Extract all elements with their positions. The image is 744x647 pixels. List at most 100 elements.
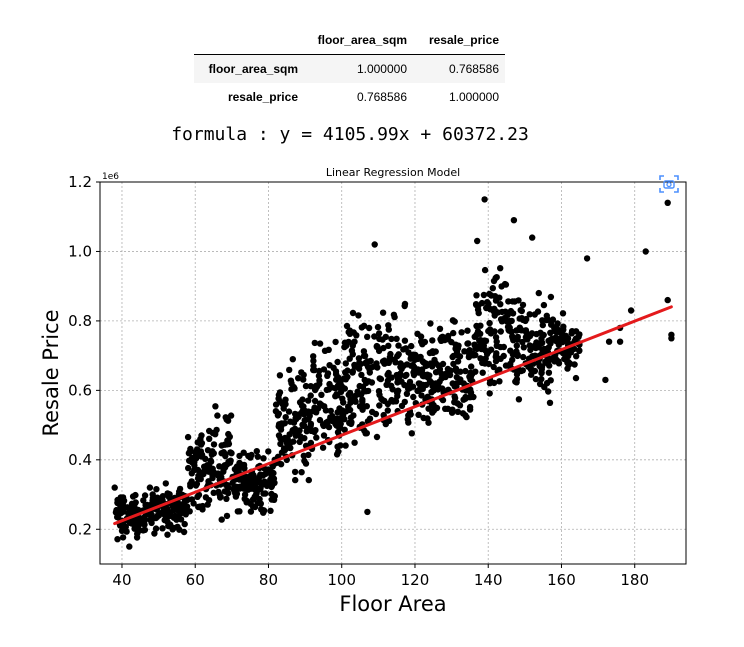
scatter-point — [435, 384, 443, 391]
scatter-point — [559, 334, 567, 341]
scatter-point — [223, 441, 231, 448]
scatter-point — [485, 360, 492, 368]
scatter-point — [466, 406, 474, 413]
scatter-point — [187, 445, 194, 453]
scatter-point — [368, 379, 376, 386]
scatter-point — [464, 327, 471, 334]
scatter-point — [442, 405, 449, 412]
scatter-point — [539, 339, 546, 347]
scatter-point — [159, 497, 166, 504]
camera-icon[interactable] — [659, 175, 679, 193]
scatter-point — [268, 496, 275, 503]
scatter-point — [605, 338, 613, 345]
scatter-point — [375, 388, 383, 395]
scatter-point — [341, 416, 348, 423]
scatter-point — [642, 248, 649, 255]
scatter-point — [349, 368, 356, 375]
scatter-point — [214, 412, 221, 419]
scatter-point — [358, 371, 365, 379]
scatter-point — [471, 341, 478, 348]
x-tick-label: 180 — [620, 571, 649, 589]
scatter-point — [218, 516, 225, 523]
scatter-point — [520, 353, 527, 361]
scatter-point — [362, 378, 370, 385]
scatter-point — [543, 316, 550, 324]
scatter-point — [251, 494, 258, 501]
scatter-point — [484, 299, 491, 306]
scatter-point — [428, 388, 435, 396]
scatter-point — [393, 371, 400, 379]
scatter-point — [387, 350, 394, 358]
scatter-point — [227, 412, 235, 419]
scatter-point — [301, 457, 308, 465]
x-tick-label: 160 — [547, 571, 576, 589]
scatter-point — [355, 355, 363, 362]
scatter-point — [559, 310, 567, 317]
scatter-point — [526, 342, 533, 349]
scatter-point — [307, 422, 314, 429]
axis-ticks: 40 60 80 100 120 140 160 180 0.2 0.4 0.6 0.8 1.0 1.2 — [68, 173, 649, 589]
scatter-point — [267, 507, 274, 514]
scatter-point — [310, 357, 317, 365]
scatter-point — [429, 337, 436, 344]
scatter-point — [397, 363, 405, 370]
scatter-point — [259, 481, 266, 488]
scatter-point — [454, 408, 462, 415]
scatter-point — [365, 387, 372, 395]
scatter-point — [161, 516, 168, 524]
row-label-resale-price: resale_price — [227, 89, 298, 104]
scatter-point — [497, 265, 504, 272]
scatter-point — [394, 392, 401, 400]
scatter-point — [385, 326, 392, 333]
scatter-point — [181, 520, 188, 528]
scatter-point — [415, 354, 422, 361]
scatter-point — [545, 369, 553, 376]
scatter-point — [283, 439, 291, 447]
scatter-point — [188, 478, 195, 485]
scatter-point — [364, 363, 372, 370]
scatter-point — [540, 301, 548, 309]
scatter-point — [292, 432, 299, 439]
scatter-point — [450, 329, 457, 337]
scatter-point — [513, 342, 520, 349]
scatter-point — [194, 439, 201, 446]
scatter-point — [305, 476, 312, 484]
scatter-point — [362, 430, 369, 437]
table-cell: 0.768586 — [448, 61, 499, 76]
scatter-point — [374, 323, 382, 331]
scatter-point — [418, 392, 425, 399]
scatter-point — [496, 378, 503, 385]
scatter-point — [190, 500, 197, 507]
scatter-point — [253, 476, 261, 483]
scatter-point — [463, 413, 470, 421]
scatter-point — [555, 341, 562, 348]
scatter-point — [627, 307, 635, 314]
scatter-point — [342, 442, 349, 449]
scatter-point — [445, 332, 452, 340]
scatter-point — [141, 492, 149, 499]
y-tick-label: 0.6 — [68, 381, 92, 399]
scatter-point — [254, 499, 261, 507]
scatter-point — [114, 496, 121, 504]
scatter-point — [470, 393, 477, 401]
scatter-point — [507, 347, 514, 354]
scatter-point — [141, 526, 149, 534]
scatter-point — [487, 346, 495, 353]
scatter-point — [432, 348, 439, 355]
scatter-point — [419, 358, 426, 365]
scatter-point — [417, 333, 425, 340]
scatter-point — [292, 476, 299, 484]
scatter-point — [188, 470, 195, 477]
scatter-point — [126, 505, 134, 512]
y-tick-label: 1.2 — [68, 173, 92, 191]
scatter-point — [420, 414, 427, 422]
scatter-point — [206, 435, 213, 442]
scatter-point — [429, 363, 436, 370]
scatter-point — [451, 393, 458, 400]
scatter-point — [460, 396, 467, 403]
scatter-point — [148, 519, 155, 527]
scatter-point — [529, 234, 536, 241]
scatter-point — [214, 470, 222, 477]
scatter-point — [224, 417, 232, 424]
scatter-point — [306, 412, 313, 420]
